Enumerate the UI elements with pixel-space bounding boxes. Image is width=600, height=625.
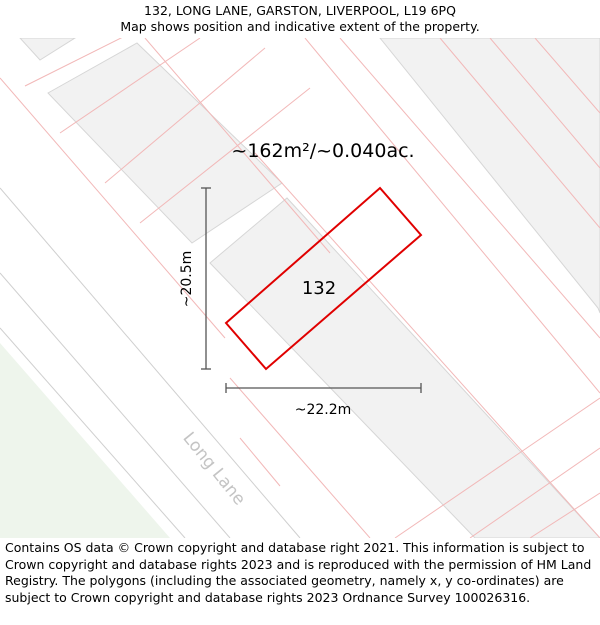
- property-boundary[interactable]: [224, 186, 423, 371]
- height-dimension-line: [201, 187, 211, 370]
- building-top-left: [19, 38, 76, 61]
- map-view[interactable]: ~162m²/~0.040ac. 132 ~20.5m ~22.2m Long …: [0, 38, 600, 538]
- area-label: ~162m²/~0.040ac.: [231, 140, 414, 162]
- building-upper-right: [379, 38, 600, 314]
- width-dimension-line: [225, 383, 422, 393]
- buildings: [19, 38, 600, 538]
- width-label: ~22.2m: [295, 402, 352, 418]
- green-area: [0, 343, 170, 538]
- plot-number-label: 132: [302, 278, 336, 299]
- height-label: ~20.5m: [179, 251, 195, 308]
- parcel-lines: [0, 38, 600, 538]
- map-subtitle: Map shows position and indicative extent…: [120, 19, 480, 34]
- copyright-attribution: Contains OS data © Crown copyright and d…: [5, 540, 592, 606]
- property-address: 132, LONG LANE, GARSTON, LIVERPOOL, L19 …: [144, 3, 456, 18]
- building-main-strip: [209, 197, 600, 538]
- road-edges: [0, 187, 301, 538]
- map-header: 132, LONG LANE, GARSTON, LIVERPOOL, L19 …: [0, 0, 600, 38]
